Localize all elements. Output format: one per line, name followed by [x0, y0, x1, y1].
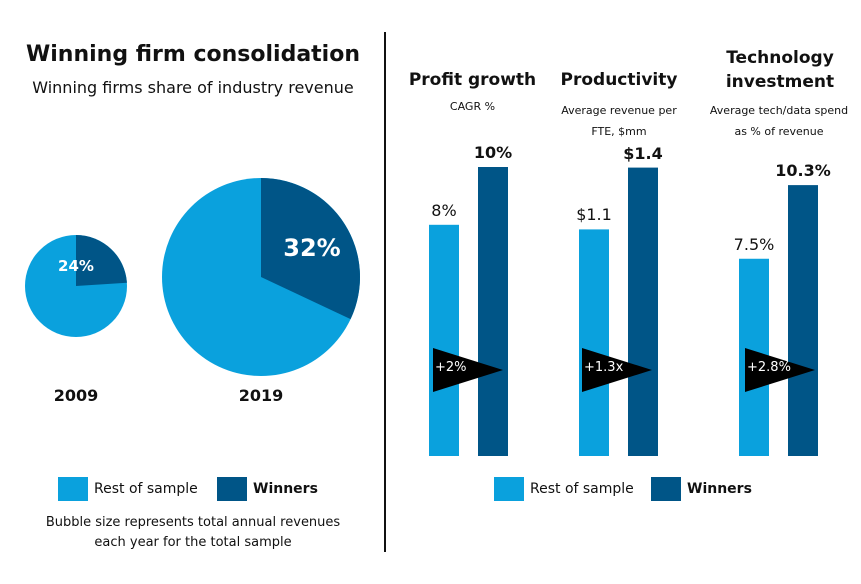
note-line-2: each year for the total sample: [94, 535, 292, 550]
bar-rest: [579, 229, 609, 456]
panel-title-technology: Technology investment: [725, 48, 835, 92]
bubble-note: Bubble size represents total annual reve…: [0, 513, 386, 553]
bars-legend-swatch-rest: [494, 477, 524, 501]
bars-legend-swatch-winners: [651, 477, 681, 501]
left-subtitle: Winning firms share of industry revenue: [32, 78, 354, 97]
legend-swatch-rest: [58, 477, 88, 501]
panel-subtitle-profit: CAGR %: [449, 100, 496, 113]
bar-label-winners: $1.4: [623, 143, 663, 163]
legend-swatch-winners: [217, 477, 247, 501]
bar-label-winners: 10.3%: [775, 161, 831, 181]
delta-arrow: [582, 348, 652, 392]
bar-label-rest: 8%: [431, 200, 457, 220]
delta-arrow: [433, 348, 503, 392]
pie-2019-label: 32%: [283, 234, 341, 262]
pie-2019-year: 2019: [238, 386, 284, 405]
pie-2009-label: 24%: [58, 257, 94, 275]
bars-legend-label-rest: Rest of sample: [530, 481, 634, 497]
panel-title-profit: Profit growth: [408, 70, 537, 90]
bar-label-rest: $1.1: [576, 205, 612, 225]
legend-label-winners: Winners: [253, 481, 318, 497]
pie-slice-winners: [261, 178, 360, 320]
delta-label: +2%: [435, 360, 467, 375]
delta-arrow: [745, 348, 815, 392]
panel-subtitle-technology: Average tech/data spend as % of revenue: [709, 104, 849, 138]
bar-label-rest: 7.5%: [733, 234, 775, 254]
pie-slice-winners: [76, 235, 127, 286]
bar-label-winners: 10%: [473, 143, 513, 162]
legend-label-rest: Rest of sample: [94, 481, 198, 497]
bar-winners: [478, 167, 508, 456]
note-line-1: Bubble size represents total annual reve…: [45, 515, 341, 530]
bar-winners: [788, 185, 818, 457]
bar-rest: [429, 224, 459, 456]
bars-legend-label-winners: Winners: [687, 481, 752, 497]
left-title: Winning firm consolidation: [25, 42, 361, 67]
bar-winners: [628, 167, 658, 456]
pie-2009-year: 2009: [53, 386, 99, 405]
divider: [384, 32, 386, 552]
delta-label: +1.3x: [584, 360, 624, 375]
panel-subtitle-productivity: Average revenue per FTE, $mm: [561, 104, 677, 138]
panel-title-productivity: Productivity: [560, 70, 678, 90]
delta-label: +2.8%: [747, 360, 791, 375]
